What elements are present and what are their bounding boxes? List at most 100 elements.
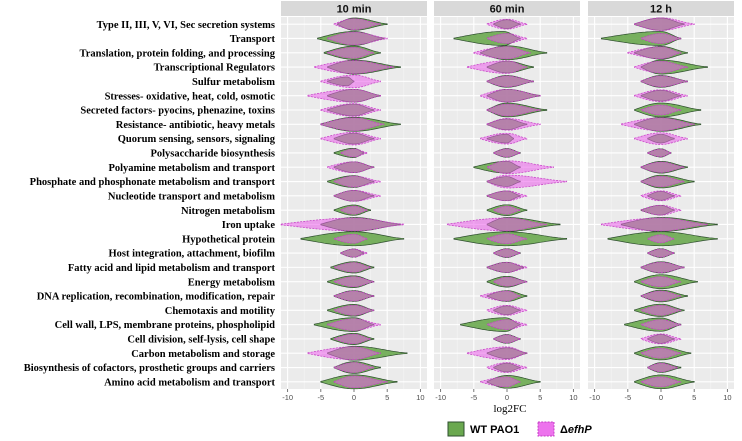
violin-efhp	[313, 60, 395, 74]
violin-efhp	[340, 205, 368, 215]
violin-efhp	[486, 319, 528, 330]
category-label: Polysaccharide biosynthesis	[150, 149, 275, 160]
violin-efhp	[480, 376, 521, 388]
x-tick-label: 5	[538, 393, 542, 402]
facet-panels: 10 min -10 -5 0 5 10 60 min -10 -5 0 5 10 12 h -10 -5 0…	[280, 1, 734, 402]
violin-efhp	[333, 175, 381, 188]
violin-efhp	[493, 205, 521, 215]
category-label: Phosphate and phosphonate metabolism and…	[30, 177, 276, 188]
category-label: Cell division, self-lysis, cell shape	[127, 335, 275, 346]
violin-efhp	[634, 132, 688, 145]
panel-strip	[588, 1, 734, 16]
violin-efhp	[647, 362, 678, 373]
violin-efhp	[640, 75, 688, 88]
violin-efhp	[333, 262, 371, 273]
violin-efhp	[640, 304, 682, 316]
violin-efhp	[327, 46, 375, 59]
violin-efhp	[640, 33, 682, 44]
x-tick-label: -10	[282, 393, 293, 402]
violin-efhp	[634, 17, 695, 31]
legend-swatch-wt	[447, 421, 465, 437]
category-label: Stresses- oxidative, heat, cold, osmotic	[105, 91, 276, 102]
category-label: Fatty acid and lipid metabolism and tran…	[68, 263, 276, 274]
violin-efhp	[327, 31, 388, 46]
category-label: Carbon metabolism and storage	[131, 349, 275, 360]
violin-efhp	[493, 334, 521, 344]
x-tick-label: 0	[659, 393, 663, 402]
category-label: Nucleotide transport and metabolism	[108, 191, 275, 202]
violin-efhp	[486, 262, 528, 273]
violin-efhp	[333, 233, 368, 244]
category-label: Cell wall, LPS, membrane proteins, phosp…	[55, 320, 276, 331]
legend-label-efhp: ΔefhP	[560, 424, 592, 436]
category-label: Quorum sensing, sensors, signaling	[118, 134, 276, 145]
x-tick-label: 0	[505, 393, 509, 402]
violin-efhp	[333, 362, 375, 373]
violin-efhp	[486, 362, 528, 373]
violin-efhp	[493, 148, 521, 158]
category-label: Biosynthesis of cofactors, prosthetic gr…	[24, 363, 275, 374]
violin-efhp	[640, 161, 685, 173]
violin-efhp	[307, 346, 381, 361]
category-labels: Type II, III, V, VI, Sec secretion syste…	[24, 20, 276, 389]
violin-efhp	[333, 18, 381, 30]
x-tick-label: -5	[317, 393, 324, 402]
violin-efhp	[340, 248, 368, 258]
legend-swatch-efhp	[537, 421, 555, 437]
category-label: Resistance- antibiotic, heavy metals	[116, 120, 275, 131]
x-tick-label: -10	[589, 393, 600, 402]
x-tick-label: 5	[385, 393, 389, 402]
violin-efhp	[320, 103, 381, 117]
category-label: Polyamine metabolism and transport	[108, 163, 275, 174]
panel-title: 10 min	[337, 4, 372, 16]
violin-efhp	[327, 161, 375, 174]
violin-efhp	[446, 217, 548, 232]
category-label: Amino acid metabolism and transport	[104, 377, 275, 388]
category-label: Chemotaxis and motility	[165, 306, 276, 317]
legend: WT PAO1 ΔefhP	[447, 421, 592, 437]
violin-efhp	[280, 217, 405, 232]
violin-efhp	[307, 88, 381, 103]
category-label: Nitrogen metabolism	[181, 206, 275, 217]
violin-efhp	[473, 46, 531, 60]
violin-efhp	[480, 290, 521, 302]
violin-efhp	[320, 131, 381, 146]
violin-efhp	[486, 75, 534, 88]
violin-efhp	[466, 60, 528, 74]
x-tick-label: 10	[416, 393, 424, 402]
violin-efhp	[493, 276, 528, 287]
violin-efhp	[320, 117, 385, 132]
violin-efhp	[486, 174, 568, 189]
category-label: Sulfur metabolism	[192, 77, 275, 88]
violin-efhp	[640, 204, 682, 216]
category-label: Transport	[230, 34, 276, 45]
violin-efhp	[640, 276, 682, 288]
category-label: Secreted factors- pyocins, phenazine, to…	[80, 106, 275, 117]
violin-efhp	[486, 18, 528, 30]
panel-strip	[281, 1, 427, 16]
violin-efhp	[486, 103, 541, 117]
violin-efhp	[647, 248, 675, 258]
violin-efhp	[486, 233, 528, 245]
violin-efhp	[466, 346, 528, 360]
x-tick-label: -10	[435, 393, 446, 402]
panel: 60 min -10 -5 0 5 10	[434, 1, 580, 402]
category-label: Type II, III, V, VI, Sec secretion syste…	[97, 20, 275, 31]
violin-efhp	[640, 190, 682, 202]
violin-efhp	[480, 132, 528, 145]
violin-efhp	[640, 347, 682, 359]
panel: 12 h -10 -5 0 5 10	[588, 1, 734, 402]
panel-title: 60 min	[490, 4, 525, 16]
violin-efhp	[634, 89, 688, 102]
violin-efhp	[333, 276, 375, 288]
violin-efhp	[620, 117, 695, 132]
violin-efhp	[486, 118, 541, 131]
violin-efhp	[486, 160, 554, 175]
violin-efhp	[647, 148, 672, 158]
category-label: Translation, protein folding, and proces…	[80, 48, 276, 59]
legend-label-wt: WT PAO1	[470, 424, 519, 436]
violin-efhp	[640, 261, 685, 273]
violin-efhp	[333, 304, 375, 316]
category-label: Iron uptake	[222, 220, 276, 231]
